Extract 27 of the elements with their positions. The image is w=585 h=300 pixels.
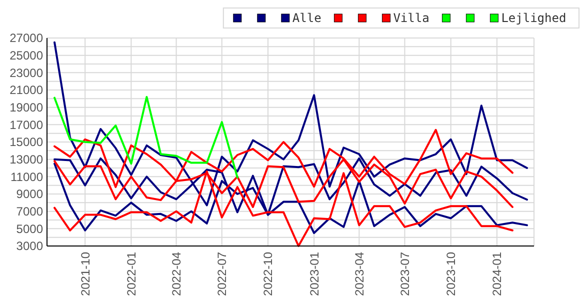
legend-label: Alle xyxy=(292,11,322,26)
y-tick-label: 23000 xyxy=(10,66,44,80)
line-series xyxy=(54,96,238,179)
x-tick-label: 2023-04 xyxy=(352,252,366,296)
y-tick-label: 17000 xyxy=(10,118,44,132)
y-tick-label: 15000 xyxy=(10,135,44,150)
legend-label: Lejlighed xyxy=(501,11,566,26)
x-tick-label: 2022-04 xyxy=(169,252,184,296)
y-tick-label: 3000 xyxy=(16,239,44,254)
y-tick-label: 7000 xyxy=(16,204,44,219)
x-tick-label: 2024-01 xyxy=(490,252,504,296)
y-tick-label: 19000 xyxy=(10,100,44,115)
x-tick-label: 2022-07 xyxy=(215,252,230,296)
legend-label: Villa xyxy=(393,11,430,26)
x-tick-label: 2022-01 xyxy=(124,252,138,296)
y-tick-label: 9000 xyxy=(16,187,44,202)
x-tick-label: 2021-10 xyxy=(78,252,92,296)
x-tick-label: 2023-01 xyxy=(307,252,322,296)
y-tick-label: 21000 xyxy=(10,83,44,98)
x-tick-label: 2023-10 xyxy=(444,252,458,296)
y-tick-label: 5000 xyxy=(16,222,44,236)
x-tick-label: 2023-07 xyxy=(398,252,412,296)
y-tick-label: 27000 xyxy=(10,31,44,46)
y-tick-label: 25000 xyxy=(10,48,44,63)
y-tick-label: 11000 xyxy=(10,170,44,184)
x-tick-label: 2022-10 xyxy=(261,252,276,296)
y-tick-label: 13000 xyxy=(10,152,44,167)
